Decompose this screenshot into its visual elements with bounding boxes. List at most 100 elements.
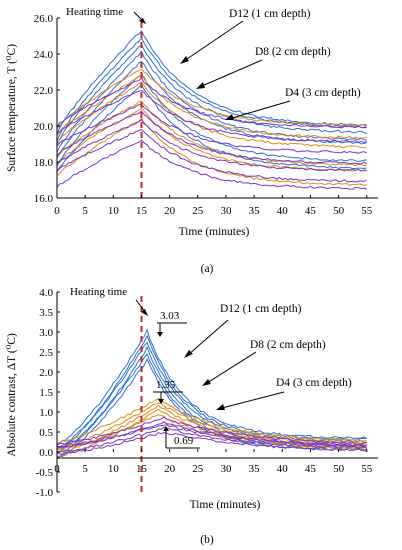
heating-time-label-b: Heating time bbox=[70, 286, 127, 298]
series-d4-line bbox=[56, 416, 367, 446]
d8-arrowhead-a bbox=[196, 82, 205, 89]
peak-value-d4: 0.69 bbox=[174, 435, 194, 447]
plot-area-a bbox=[56, 30, 367, 190]
peak-arrowhead-d8 bbox=[158, 399, 164, 404]
series-d4-line bbox=[56, 103, 367, 154]
x-ticks-b: 0 5 10 15 20 25 30 35 40 45 50 55 bbox=[54, 449, 373, 475]
d12-arrow-a bbox=[183, 20, 244, 62]
y-tick-label: 26.0 bbox=[34, 13, 54, 25]
d4-arrowhead-b bbox=[216, 404, 225, 410]
x-tick-label: 0 bbox=[54, 205, 60, 217]
y-tick-label: 2.5 bbox=[39, 347, 53, 359]
series-d4-line bbox=[56, 139, 367, 190]
peak-bracket-d12 bbox=[157, 322, 187, 332]
panel-b: 0 5 10 15 20 25 30 35 40 45 50 55 -1.0 -0.5 0.0 0.5 1.0… bbox=[6, 286, 378, 546]
x-tick-label: 20 bbox=[164, 463, 176, 475]
x-ticks-a: 0 5 10 15 20 25 30 35 40 45 50 55 bbox=[54, 195, 373, 217]
series-d4-line bbox=[56, 77, 367, 129]
y-axis-title-a: Surface temperature, T (⁰C) bbox=[6, 44, 18, 172]
d4-arrow-a bbox=[231, 100, 291, 119]
series-d8-line bbox=[56, 82, 367, 149]
panel-a: 0 5 10 15 20 25 30 35 40 45 50 55 16.0 18.0 20.0 22.0 2… bbox=[6, 6, 378, 275]
d8-arrow-b bbox=[206, 351, 257, 384]
peak-bracket-d4 bbox=[165, 430, 200, 449]
y-tick-label: 1.0 bbox=[39, 407, 53, 419]
series-d4-line bbox=[56, 89, 367, 144]
d8-label-a: D8 (2 cm depth) bbox=[255, 46, 331, 58]
series-d8-line bbox=[56, 402, 367, 449]
x-tick-label: 15 bbox=[136, 205, 148, 217]
y-tick-label: 18.0 bbox=[34, 157, 54, 169]
x-tick-label: 35 bbox=[249, 205, 261, 217]
series-d8-line bbox=[56, 68, 367, 130]
x-tick-label: 40 bbox=[277, 463, 289, 475]
x-tick-label: 25 bbox=[192, 205, 204, 217]
series-d4-line bbox=[56, 118, 367, 172]
series-d12-line bbox=[56, 334, 367, 450]
series-d12-line bbox=[56, 44, 367, 145]
x-tick-label: 25 bbox=[192, 463, 204, 475]
series-d4-line bbox=[56, 110, 367, 165]
heating-arrowhead-a bbox=[139, 18, 146, 24]
y-tick-label: 24.0 bbox=[34, 49, 54, 61]
y-tick-label: 2.0 bbox=[39, 367, 53, 379]
x-tick-label: 5 bbox=[82, 205, 88, 217]
d8-arrowhead-b bbox=[202, 379, 211, 386]
series-d4-line bbox=[56, 431, 367, 456]
series-d8-line bbox=[56, 398, 367, 444]
series-d12-line bbox=[56, 50, 367, 153]
x-tick-label: 55 bbox=[361, 463, 373, 475]
y-tick-label: 20.0 bbox=[34, 121, 54, 133]
x-tick-label: 50 bbox=[333, 205, 345, 217]
d12-arrowhead-a bbox=[180, 56, 189, 64]
y-tick-label: 0.5 bbox=[39, 427, 53, 439]
peak-arrowhead-d12 bbox=[157, 332, 163, 337]
y-tick-label: -0.5 bbox=[36, 467, 54, 479]
x-tick-label: 10 bbox=[108, 205, 120, 217]
x-tick-label: 45 bbox=[305, 205, 317, 217]
d12-label-b: D12 (1 cm depth) bbox=[220, 303, 302, 315]
series-d4-line bbox=[56, 421, 367, 449]
d8-label-b: D8 (2 cm depth) bbox=[250, 339, 326, 351]
plot-area-b bbox=[56, 328, 367, 460]
peak-value-d12: 3.03 bbox=[160, 310, 180, 322]
y-ticks-a: 16.0 18.0 20.0 22.0 24.0 26.0 bbox=[34, 13, 60, 205]
y-tick-label: -1.0 bbox=[36, 487, 54, 499]
heating-arrowhead-b bbox=[141, 309, 148, 316]
series-d12-line bbox=[56, 37, 367, 142]
d4-label-b: D4 (3 cm depth) bbox=[276, 377, 352, 389]
series-d8-line bbox=[56, 100, 367, 167]
x-tick-label: 35 bbox=[249, 463, 261, 475]
x-tick-label: 30 bbox=[220, 205, 232, 217]
y-ticks-b: -1.0 -0.5 0.0 0.5 1.0 1.5 2.0 2.5 3.0 3.5 4.0 bbox=[36, 287, 60, 499]
y-tick-label: 1.5 bbox=[39, 387, 53, 399]
x-axis-title-a: Time (minutes) bbox=[179, 226, 250, 238]
y-tick-label: 16.0 bbox=[34, 193, 54, 205]
series-d4-line bbox=[56, 426, 367, 453]
x-axis-title-b: Time (minutes) bbox=[190, 499, 261, 511]
x-tick-label: 15 bbox=[136, 463, 148, 475]
series-d4-line bbox=[56, 128, 367, 183]
y-tick-label: 3.5 bbox=[39, 307, 53, 319]
series-d4-line bbox=[57, 424, 367, 447]
x-tick-label: 40 bbox=[277, 205, 289, 217]
x-tick-label: 30 bbox=[220, 463, 232, 475]
panel-label-b: (b) bbox=[200, 534, 214, 546]
y-tick-label: 22.0 bbox=[34, 85, 54, 97]
peak-bracket-d8 bbox=[153, 391, 183, 399]
heating-time-label-a: Heating time bbox=[66, 6, 123, 18]
x-tick-label: 0 bbox=[54, 463, 60, 475]
panel-label-a: (a) bbox=[201, 263, 214, 275]
d4-label-a: D4 (3 cm depth) bbox=[285, 87, 361, 99]
x-tick-label: 50 bbox=[333, 463, 345, 475]
x-tick-label: 5 bbox=[82, 463, 88, 475]
peak-arrowhead-d4 bbox=[163, 426, 169, 431]
y-tick-label: 3.0 bbox=[39, 327, 53, 339]
d8-arrow-a bbox=[201, 59, 263, 87]
d4-arrowhead-a bbox=[225, 114, 234, 120]
x-tick-label: 55 bbox=[361, 205, 373, 217]
y-tick-label: 4.0 bbox=[39, 287, 53, 299]
series-d12-line bbox=[56, 83, 367, 172]
d12-label-a: D12 (1 cm depth) bbox=[229, 8, 311, 20]
